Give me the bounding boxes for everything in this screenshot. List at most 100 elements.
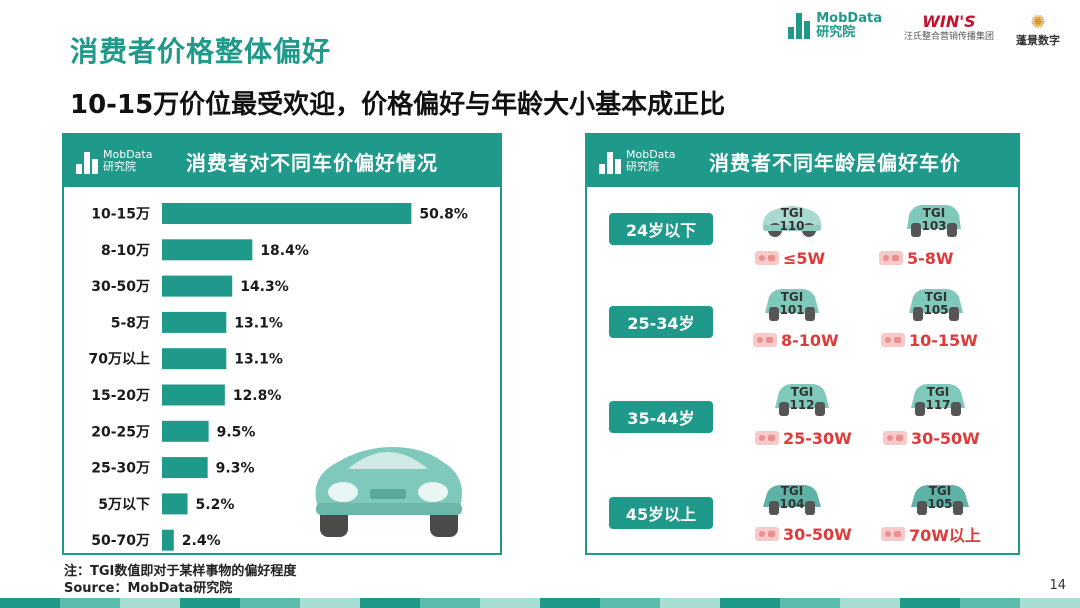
age-group-label: 35-44岁: [609, 401, 713, 433]
bar-value-label: 50.8%: [419, 207, 468, 223]
price-label: 30-50W: [755, 523, 852, 545]
bar-value-label: 12.8%: [233, 388, 282, 404]
price-label: 5-8W: [879, 247, 954, 269]
age-group-label: 25-34岁: [609, 306, 713, 338]
tgi-label: TGI: [924, 290, 948, 304]
sedan-car-icon: [911, 384, 965, 416]
tgi-value: 104: [779, 497, 805, 511]
bar: [162, 457, 208, 479]
bar: [162, 384, 225, 406]
money-icon: [755, 251, 779, 265]
bar-category-label: 10-15万: [91, 207, 150, 223]
price-value: 30-50W: [783, 524, 852, 544]
footnote-source: Source：MobData研究院: [64, 581, 233, 596]
tgi-label: TGI: [922, 206, 946, 220]
price-value: 70W以上: [909, 526, 981, 545]
money-icon: [755, 527, 779, 541]
price-value: 10-15W: [909, 330, 978, 350]
price-value: 25-30W: [783, 428, 852, 448]
price-label: 10-15W: [881, 329, 978, 351]
tgi-label: TGI: [790, 385, 814, 399]
bar-category-label: 8-10万: [101, 243, 150, 259]
bottom-decor-strip: [0, 598, 1080, 608]
panel-mobdata-logo: MobData 研究院: [76, 148, 186, 174]
logo-bar: MobData 研究院 WIN'S 汪氏整合营销传播集团 ✺ 蓬景数字: [788, 12, 1060, 58]
tgi-label: TGI: [780, 206, 804, 220]
tgi-value: 110: [779, 219, 805, 233]
panel-logo-sub-right: 研究院: [626, 160, 659, 173]
price-value: 5-8W: [907, 248, 954, 268]
tgi-value: 105: [927, 497, 953, 511]
bar-value-label: 9.3%: [216, 461, 255, 477]
tgi-value: 105: [923, 303, 949, 317]
mobdata-logo-name: MobData: [816, 11, 882, 26]
bar-category-label: 70万以上: [89, 352, 150, 368]
page-number: 14: [1049, 578, 1066, 593]
money-icon: [881, 333, 905, 347]
tgi-value: 101: [779, 303, 805, 317]
bar: [162, 239, 253, 261]
bar-category-label: 30-50万: [91, 279, 150, 295]
price-preference-panel-title: 消费者对不同车价偏好情况: [186, 150, 438, 175]
bar-category-label: 25-30万: [91, 461, 150, 477]
sedan-car-icon: [775, 384, 829, 416]
price-value: 30-50W: [911, 428, 980, 448]
bar: [162, 348, 227, 370]
wins-logo-sub: 汪氏整合营销传播集团: [903, 32, 994, 42]
tgi-value: 117: [925, 398, 951, 412]
price-value: ≤5W: [783, 248, 826, 268]
wins-logo: WIN'S 汪氏整合营销传播集团: [904, 12, 994, 43]
pengjing-logo-name: 蓬景数字: [1016, 34, 1060, 47]
bar-value-label: 5.2%: [196, 497, 235, 513]
bar-value-label: 2.4%: [182, 533, 221, 549]
mobdata-logo-sub: 研究院: [816, 25, 856, 40]
money-icon: [753, 333, 777, 347]
tgi-label: TGI: [928, 484, 952, 498]
bar-category-label: 50-70万: [91, 533, 150, 549]
age-group-label: 45岁以上: [609, 497, 713, 529]
money-icon: [879, 251, 903, 265]
price-label: 30-50W: [883, 427, 980, 449]
money-icon: [881, 527, 905, 541]
bar-value-label: 18.4%: [260, 243, 309, 259]
slide-subtitle: 10-15万价位最受欢迎，价格偏好与年龄大小基本成正比: [70, 90, 726, 120]
price-preference-bar-chart: 10-15万 50.8% 8-10万 18.4% 30-50万 14.3% 5-8万 13.1…: [89, 203, 468, 551]
tgi-label: TGI: [780, 290, 804, 304]
sedan-car-icon: [765, 289, 819, 321]
panel-logo-name: MobData: [103, 148, 153, 161]
mobdata-logo-icon: [788, 13, 811, 39]
wins-logo-name: WIN'S: [922, 12, 976, 31]
tgi-label: TGI: [926, 385, 950, 399]
age-preference-panel: MobData 研究院 消费者不同年龄层偏好车价 24岁以下 TGI 110 ≤…: [585, 133, 1020, 555]
panel-logo-name-right: MobData: [626, 148, 676, 161]
bar: [162, 420, 209, 442]
sedan-car-icon: [909, 289, 963, 321]
car-illustration: [315, 447, 462, 537]
beetle-car-icon: [762, 206, 822, 237]
bar-category-label: 15-20万: [91, 388, 150, 404]
tgi-value: 103: [921, 219, 947, 233]
price-preference-panel: MobData 研究院 消费者对不同车价偏好情况 10-15万 50.8% 8-10…: [62, 133, 502, 555]
price-label: 70W以上: [881, 523, 981, 545]
bar-category-label: 5万以下: [98, 497, 150, 513]
bar-value-label: 13.1%: [234, 352, 283, 368]
age-group-label: 24岁以下: [609, 213, 713, 245]
footnote-tgi: 注：TGI数值即对于某样事物的偏好程度: [64, 564, 297, 579]
footnote: 注：TGI数值即对于某样事物的偏好程度 Source：MobData研究院: [64, 563, 296, 597]
bar: [162, 275, 233, 297]
price-label: ≤5W: [755, 247, 825, 269]
price-label: 8-10W: [753, 329, 839, 351]
panel-mobdata-logo-icon: [76, 148, 98, 174]
price-preference-panel-header: MobData 研究院 消费者对不同车价偏好情况: [64, 135, 500, 187]
luxury-car-icon: [763, 485, 821, 515]
tgi-value: 112: [789, 398, 815, 412]
pengjing-logo: ✺ 蓬景数字: [1016, 12, 1060, 48]
compact-car-icon: [907, 205, 961, 237]
luxury-car-icon: [911, 485, 969, 515]
age-preference-panel-header: MobData 研究院 消费者不同年龄层偏好车价: [587, 135, 1018, 187]
money-icon: [883, 431, 907, 445]
age-preference-panel-title: 消费者不同年龄层偏好车价: [709, 150, 961, 175]
bar-category-label: 20-25万: [91, 424, 150, 440]
money-icon: [755, 431, 779, 445]
bar-value-label: 14.3%: [240, 279, 289, 295]
